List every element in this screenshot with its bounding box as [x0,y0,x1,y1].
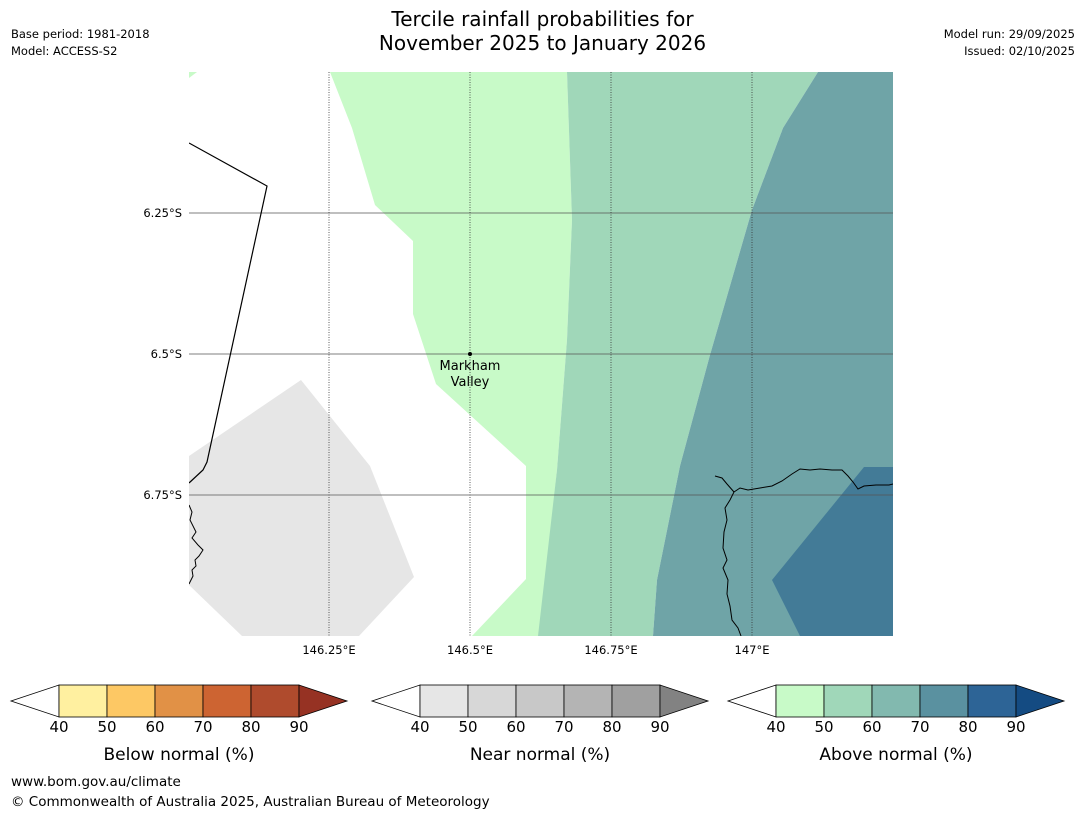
colorbar-tick-label: 70 [554,718,574,736]
above-normal-40-region [189,72,197,78]
colorbar-segment [154,684,204,718]
colorbar-tick-label: 80 [958,718,978,736]
colorbar-segment [202,684,252,718]
footer-copyright: © Commonwealth of Australia 2025, Austra… [11,794,490,810]
colorbar-tick-label: 50 [97,718,117,736]
colorbar-tick-label: 40 [766,718,786,736]
meridians [328,72,753,636]
colorbar-segment [871,684,921,718]
colorbar-segment [250,684,300,718]
lon-label-146-25: 146.25°E [302,643,356,657]
place-label-line-1: Markham [439,359,501,374]
lat-label-6-75: 6.75°S [143,488,182,502]
colorbar-segment [967,684,1017,718]
colorbar-tick-label: 90 [289,718,309,736]
base-period: Base period: 1981-2018 [11,27,150,41]
model-name: Model: ACCESS-S2 [11,44,118,58]
colorbar-segment [611,684,661,718]
colorbar-tick-label: 70 [193,718,213,736]
colorbar-tick-label: 60 [506,718,526,736]
colorbar-extend-high [1015,684,1066,718]
above-normal-70-region [772,467,893,636]
coastline-west [189,504,204,585]
colorbar-segment [775,684,825,718]
map-area [189,72,893,636]
colorbar-label-above: Above normal (%) [819,745,973,765]
colorbar-extend-high [659,684,710,718]
issued-date: Issued: 02/10/2025 [964,44,1075,58]
near-normal-region [189,380,414,636]
colorbar-tick-label: 80 [241,718,261,736]
colorbar-tick-label: 40 [49,718,69,736]
colorbar-segment [563,684,613,718]
title-line-1: Tercile rainfall probabilities for [391,7,694,31]
colorbar-extend-high [298,684,349,718]
place-label-line-2: Valley [450,375,490,390]
colorbar-tick-label: 40 [410,718,430,736]
lat-label-6-25: 6.25°S [143,206,182,220]
footer-url[interactable]: www.bom.gov.au/climate [11,774,181,790]
colorbar-segment [919,684,969,718]
colorbar-segment [106,684,156,718]
colorbar-above-normal [726,684,1066,718]
colorbar-segment [467,684,517,718]
place-marker [468,352,472,356]
colorbar-tick-label: 80 [602,718,622,736]
colorbar-segment [58,684,108,718]
colorbar-tick-label: 50 [814,718,834,736]
colorbar-segment [515,684,565,718]
border-line [189,142,268,484]
colorbar-tick-label: 60 [862,718,882,736]
chart-title: Tercile rainfall probabilities for Novem… [0,7,1085,55]
colorbar-extend-low [370,684,421,718]
place-label: Markham Valley [420,359,520,391]
coastline-east [714,475,742,636]
colorbars [9,684,1066,718]
colorbar-tick-label: 70 [910,718,930,736]
colorbar-label-near: Near normal (%) [469,745,611,765]
colorbar-tick-label: 90 [1006,718,1026,736]
colorbar-tick-label: 50 [458,718,478,736]
colorbar-extend-low [726,684,777,718]
colorbar-below-normal [9,684,349,718]
colorbar-segment [419,684,469,718]
lon-label-147: 147°E [734,643,770,657]
gridlines [189,212,893,496]
meta-left: Base period: 1981-2018 Model: ACCESS-S2 [11,26,150,60]
lon-label-146-75: 146.75°E [584,643,638,657]
title-line-2: November 2025 to January 2026 [378,31,707,55]
model-run: Model run: 29/09/2025 [943,27,1075,41]
colorbar-tick-label: 90 [650,718,670,736]
coastline-north-east [733,468,893,493]
lat-label-6-5: 6.5°S [150,347,182,361]
colorbar-extend-low [9,684,60,718]
meta-right: Model run: 29/09/2025 Issued: 02/10/2025 [944,26,1075,60]
colorbar-near-normal [370,684,710,718]
colorbar-tick-label: 60 [145,718,165,736]
colorbar-segment [823,684,873,718]
lon-label-146-5: 146.5°E [447,643,493,657]
colorbar-label-below: Below normal (%) [103,745,255,765]
